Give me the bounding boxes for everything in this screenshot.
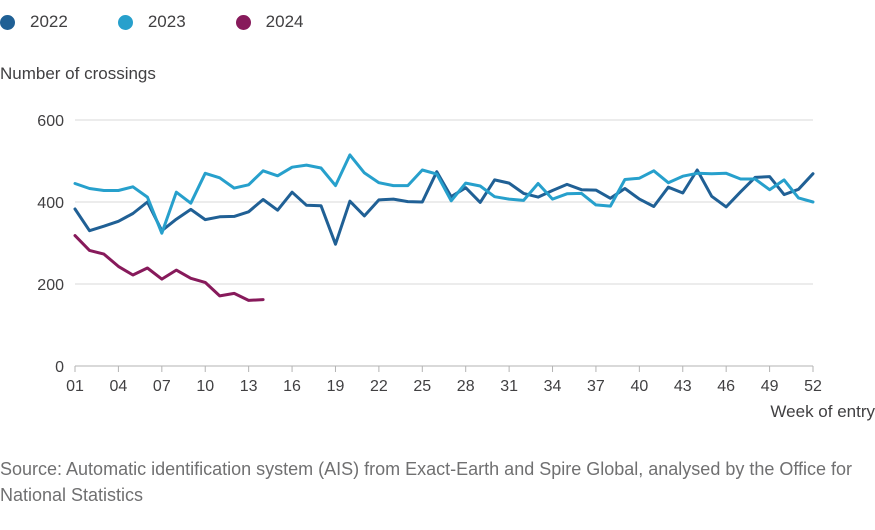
x-tick-label: 49: [761, 378, 779, 395]
series-line-2024[interactable]: [73, 234, 265, 302]
line-chart: 0 200 400 600 01 04 07 10 13 16 19 22 25 28 31 34 37 40 4…: [37, 113, 822, 395]
legend-item-2022[interactable]: 2022: [0, 12, 68, 32]
y-tick-label: 600: [37, 113, 64, 130]
source-note: Source: Automatic identification system …: [0, 459, 853, 505]
x-tick-label: 07: [153, 378, 171, 395]
y-axis-title: Number of crossings: [0, 64, 156, 83]
legend-swatch-2022: [0, 14, 15, 30]
legend-item-2023[interactable]: 2023: [117, 12, 186, 32]
chart-legend: 2022 2023 2024: [0, 8, 353, 36]
x-tick-label: 16: [283, 378, 301, 395]
x-tick-label: 28: [457, 378, 475, 395]
y-tick-label: 200: [37, 277, 64, 294]
x-tick-label: 25: [413, 378, 431, 395]
gridlines: [75, 119, 813, 367]
legend-item-2024[interactable]: 2024: [235, 12, 304, 32]
x-tick-label: 04: [110, 378, 128, 395]
x-tick-label: 37: [587, 378, 605, 395]
x-axis-ticks: 01 04 07 10 13 16 19 22 25 28 31 34 37 40 43 46 49 52: [66, 366, 822, 395]
x-tick-label: 13: [240, 378, 258, 395]
legend-label-2023: 2023: [147, 12, 186, 31]
y-axis-ticks: 0 200 400 600: [37, 113, 64, 376]
legend-label-2024: 2024: [265, 12, 304, 31]
x-tick-label: 10: [196, 378, 214, 395]
x-tick-label: 34: [544, 378, 562, 395]
x-tick-label: 46: [717, 378, 735, 395]
x-axis-title: Week of entry: [770, 402, 875, 421]
x-tick-label: 31: [500, 378, 518, 395]
x-tick-label: 19: [327, 378, 345, 395]
legend-label-2022: 2022: [30, 12, 68, 31]
y-tick-label: 0: [55, 359, 64, 376]
series-line-2022[interactable]: [73, 168, 815, 246]
x-tick-label: 01: [66, 378, 84, 395]
x-tick-label: 43: [674, 378, 692, 395]
legend-swatch-2024: [235, 14, 251, 30]
x-tick-label: 22: [370, 378, 388, 395]
x-tick-label: 52: [804, 378, 822, 395]
series-line-2023[interactable]: [73, 153, 815, 235]
y-tick-label: 400: [37, 195, 64, 212]
series-lines: [73, 153, 815, 302]
legend-swatch-2023: [117, 14, 133, 30]
x-tick-label: 40: [630, 378, 648, 395]
